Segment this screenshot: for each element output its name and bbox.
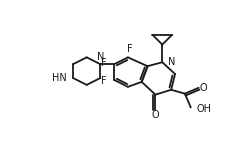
Text: N: N xyxy=(97,52,104,62)
Text: OH: OH xyxy=(197,104,212,114)
Text: O: O xyxy=(152,110,159,120)
Text: F: F xyxy=(127,45,133,54)
Text: F: F xyxy=(101,76,106,86)
Text: F: F xyxy=(101,58,106,68)
Text: HN: HN xyxy=(52,73,67,83)
Text: N: N xyxy=(168,57,176,67)
Text: O: O xyxy=(200,83,207,93)
